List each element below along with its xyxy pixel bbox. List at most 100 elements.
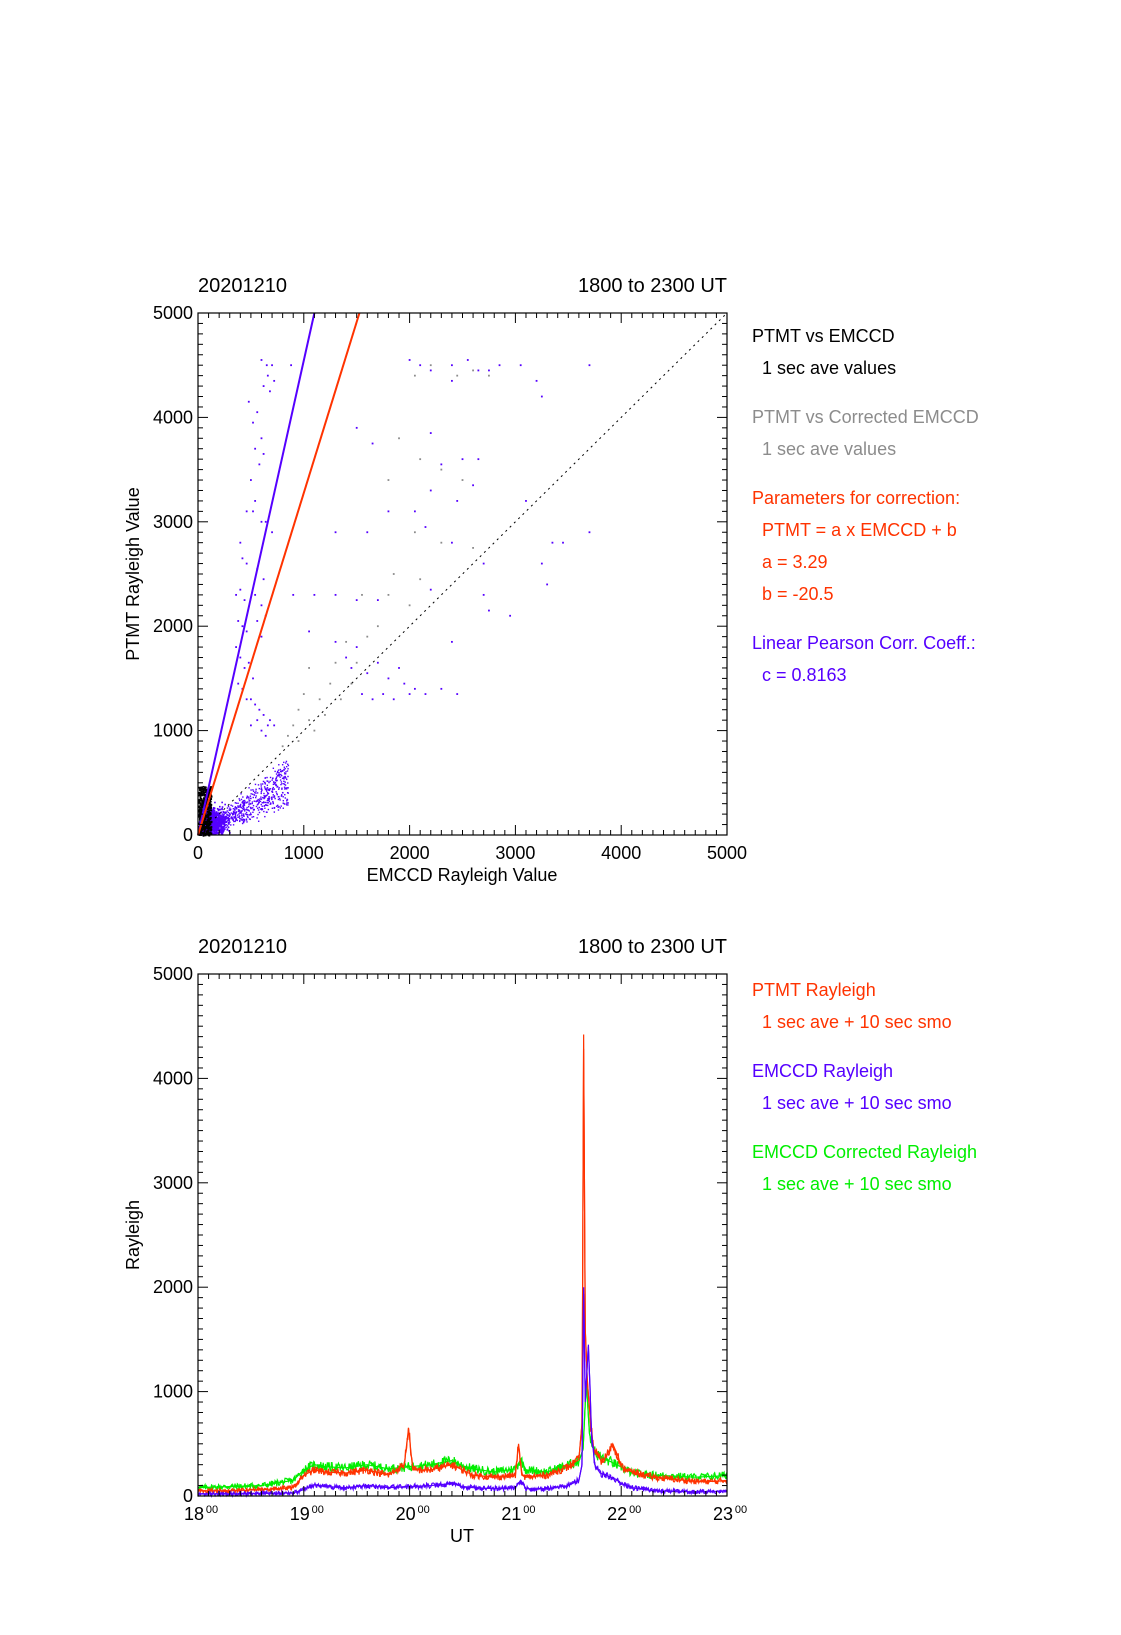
- scatter-density-point: [203, 829, 206, 832]
- scatter-density-point: [250, 789, 252, 791]
- scatter-point: [371, 698, 374, 701]
- scatter-density-point: [280, 771, 282, 773]
- x-tick-label: 0: [193, 843, 203, 863]
- scatter-density-point: [271, 788, 274, 790]
- scatter-density-point: [206, 814, 208, 817]
- scatter-point: [334, 531, 337, 534]
- scatter-density-point: [230, 812, 233, 814]
- scatter-density-point: [247, 806, 250, 808]
- scatter-density-point: [204, 791, 207, 794]
- scatter-density-point: [238, 816, 240, 818]
- scatter-density-point: [219, 816, 221, 818]
- scatter-density-point: [206, 827, 209, 830]
- scatter-density-point: [286, 802, 288, 804]
- scatter-point: [262, 453, 265, 455]
- scatter-point: [429, 432, 432, 434]
- legend-text: b = -20.5: [762, 584, 834, 604]
- scatter-density-point: [276, 792, 278, 795]
- scatter-density-point: [266, 789, 268, 791]
- scatter-density-point: [284, 773, 286, 775]
- scatter-density-point: [239, 799, 241, 802]
- scatter-density-point: [203, 824, 205, 827]
- scatter-density-point: [238, 806, 240, 809]
- scatter-density-point: [256, 804, 259, 806]
- scatter-density-point: [211, 811, 214, 813]
- scatter-density-point: [272, 800, 274, 803]
- scatter-density-point: [217, 820, 220, 822]
- scatter-density-point: [215, 811, 218, 813]
- scatter-density-point: [286, 799, 289, 801]
- scatter-density-point: [200, 799, 203, 802]
- scatter-density-point: [212, 813, 215, 816]
- scatter-density-point: [210, 809, 213, 812]
- scatter-density-point: [283, 769, 285, 771]
- y-tick-label: 4000: [153, 1068, 193, 1088]
- scatter-density-point: [213, 833, 216, 835]
- scatter-density-point: [257, 809, 260, 811]
- scatter-point: [262, 578, 265, 581]
- scatter-density-point: [204, 827, 207, 830]
- scatter-density-point: [275, 773, 278, 775]
- scatter-density-point: [221, 821, 223, 824]
- scatter-density-point: [240, 818, 242, 820]
- scatter-density-point: [244, 802, 246, 804]
- scatter-point: [252, 677, 254, 680]
- scatter-density-point: [287, 787, 289, 789]
- scatter-density-point: [213, 809, 216, 812]
- scatter-point: [290, 364, 293, 367]
- scatter-density-point: [203, 794, 206, 797]
- scatter-density-point: [240, 793, 242, 795]
- scatter-density-point: [264, 815, 266, 818]
- scatter-density-point: [198, 805, 201, 808]
- legend-text: Parameters for correction:: [752, 488, 960, 508]
- scatter-density-point: [214, 828, 217, 830]
- scatter-density-point: [230, 824, 232, 826]
- scatter-density-point: [213, 815, 215, 817]
- scatter-density-point: [246, 809, 248, 811]
- scatter-density-point: [273, 807, 276, 809]
- scatter-density-point: [242, 796, 244, 798]
- scatter-point: [260, 437, 263, 440]
- scatter-point: [482, 593, 485, 596]
- scatter-density-point: [220, 817, 223, 820]
- scatter-density-point: [244, 810, 246, 812]
- scatter-density-point: [243, 807, 245, 810]
- scatter-density-point: [204, 817, 207, 819]
- scatter-density-point: [219, 805, 221, 808]
- scatter-density-point: [275, 805, 278, 807]
- scatter-density-point: [278, 797, 281, 800]
- scatter-point: [477, 369, 480, 372]
- x-tick-label: 19: [290, 1504, 310, 1524]
- scatter-density-point: [232, 810, 235, 813]
- scatter-density-point: [207, 827, 210, 830]
- scatter-density-point: [236, 819, 238, 822]
- scatter-density-point: [245, 818, 248, 820]
- scatter-density-point: [202, 821, 205, 824]
- scatter-density-point: [207, 793, 210, 796]
- scatter-density-point: [214, 827, 216, 830]
- scatter-density-point: [287, 775, 289, 778]
- scatter-density-point: [207, 815, 210, 817]
- scatter-density-point: [257, 813, 259, 816]
- scatter-density-point: [278, 764, 280, 766]
- scatter-point: [262, 385, 265, 387]
- scatter-point: [392, 573, 395, 575]
- scatter-density-point: [285, 788, 288, 790]
- scatter-density-point: [272, 802, 274, 804]
- scatter-point: [408, 604, 411, 607]
- scatter-density-point: [252, 789, 254, 791]
- scatter-density-point: [215, 828, 218, 830]
- scatter-density-point: [241, 813, 243, 815]
- scatter-density-point: [218, 814, 220, 817]
- scatter-density-point: [258, 806, 261, 809]
- scatter-density-point: [260, 783, 262, 785]
- scatter-density-point: [199, 815, 202, 817]
- scatter-density-point: [223, 824, 226, 826]
- scatter-density-point: [252, 790, 255, 793]
- scatter-density-point: [282, 802, 284, 804]
- scatter-density-point: [199, 828, 202, 831]
- scatter-density-point: [282, 799, 285, 802]
- scatter-density-point: [243, 801, 246, 804]
- scatter-density-point: [268, 781, 270, 784]
- scatter-density-point: [269, 780, 271, 783]
